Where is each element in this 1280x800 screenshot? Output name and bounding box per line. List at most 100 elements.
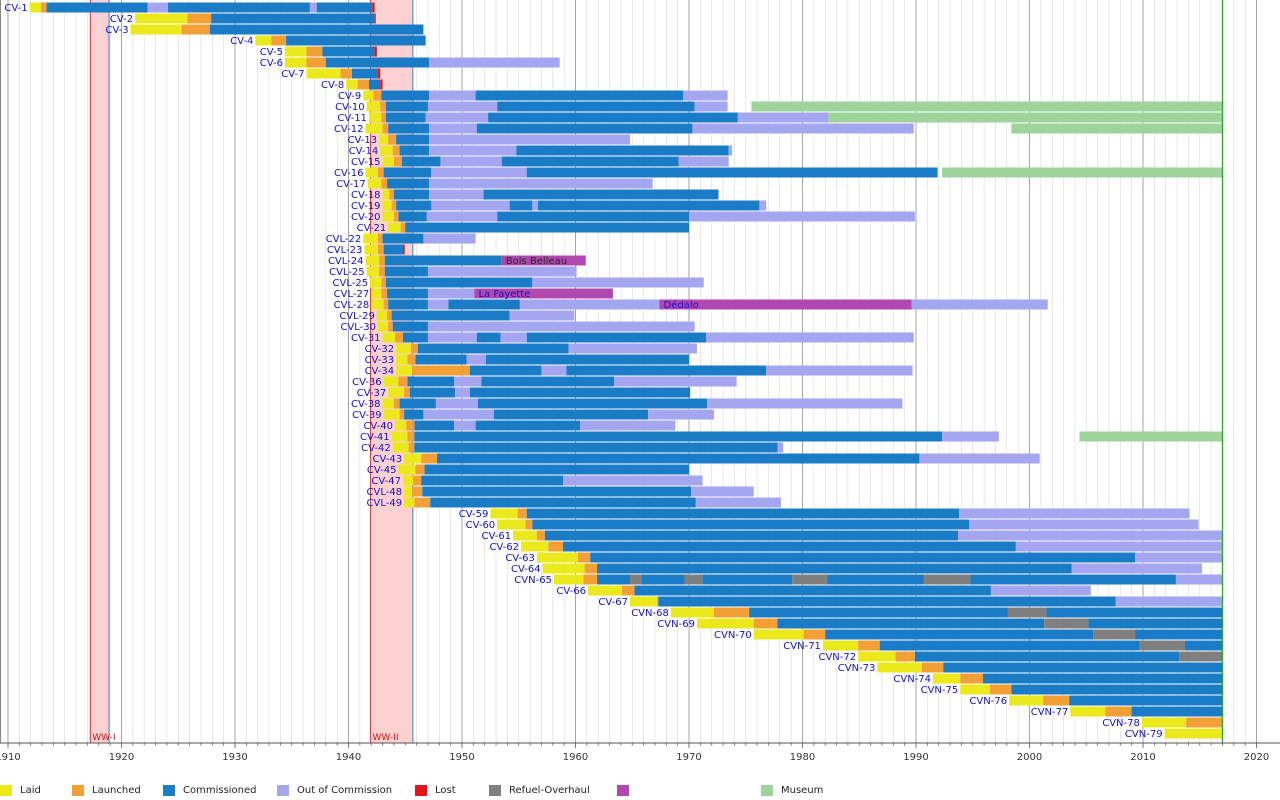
bar-launched-cvl-24-1 <box>379 255 385 266</box>
bar-commissioned-cv-33-2 <box>415 354 467 365</box>
bar-out-cv-31-3 <box>427 332 477 343</box>
bar-commissioned-cvn-77-2 <box>1131 706 1223 717</box>
bar-out-cv-37-3 <box>455 387 470 398</box>
bar-laid-cvn-71-0 <box>822 640 859 651</box>
bar-annotation-label: Bois Belleau <box>506 256 567 267</box>
bar-commissioned-cvl-28-4 <box>448 299 520 310</box>
bar-commissioned-cvn-75-2 <box>1011 684 1223 695</box>
ship-label-cv-63: CV-63 <box>505 553 535 564</box>
ship-label-cv-14: CV-14 <box>349 146 379 157</box>
bar-launched-cv-40-1 <box>406 420 415 431</box>
x-tick-label: 1980 <box>790 752 815 763</box>
bar-commissioned-cv-38-2 <box>399 398 436 409</box>
ship-label-cv-43: CV-43 <box>373 454 403 465</box>
bar-commissioned-cvn-65-2 <box>597 574 630 585</box>
bar-launched-cvn-74-1 <box>960 673 983 684</box>
bar-commissioned-cv-63-2 <box>590 552 1136 563</box>
bar-commissioned-cv-15-2 <box>401 156 441 167</box>
bar-laid-cvl-27-0 <box>371 288 382 299</box>
bar-commissioned-cv-33-4 <box>485 354 689 365</box>
bar-commissioned-cv-2-2 <box>211 13 375 24</box>
ship-label-cv-21: CV-21 <box>357 223 387 234</box>
bar-commissioned-cv-20-4 <box>497 211 689 222</box>
x-tick-label: 1990 <box>903 752 928 763</box>
bar-commissioned-cvn-65-6 <box>702 574 793 585</box>
bar-commissioned-cvn-71-2 <box>879 640 1140 651</box>
bar-commissioned-cvn-71-4 <box>1184 640 1223 651</box>
bar-commissioned-cv-47-2 <box>421 475 564 486</box>
x-tick-label: 1920 <box>109 752 134 763</box>
bar-lost-cv-1-7 <box>372 2 375 13</box>
bar-laid-cv-9-0 <box>363 90 374 101</box>
bar-launched-cv-39-1 <box>399 409 405 420</box>
ship-label-cv-15: CV-15 <box>351 157 381 168</box>
bar-launched-cvl-25-1 <box>381 277 386 288</box>
ship-label-cvl-29: CVL-29 <box>339 311 375 322</box>
bar-commissioned-cv-64-2 <box>597 563 1072 574</box>
bar-launched-cv-14-1 <box>392 145 400 156</box>
bar-refuel-cvn-65-7 <box>792 574 828 585</box>
bar-laid-cv-7-0 <box>306 68 341 79</box>
ship-label-cv-31: CV-31 <box>351 333 381 344</box>
bar-laid-cvn-76-0 <box>1009 695 1044 706</box>
bar-commissioned-cv-43-2 <box>437 453 920 464</box>
bar-launched-cv-17-1 <box>381 178 388 189</box>
bar-commissioned-cvl-22-2 <box>382 233 424 244</box>
bar-out-cv-9-3 <box>429 90 476 101</box>
bar-lost-cv-2-3 <box>374 13 376 24</box>
ship-label-cv-38: CV-38 <box>351 399 381 410</box>
bar-out-cv-63-3 <box>1135 552 1223 563</box>
bar-launched-cvn-73-1 <box>921 662 944 673</box>
bar-launched-cvl-29-1 <box>387 310 392 321</box>
bar-out-cv-1-3 <box>147 2 169 13</box>
legend-swatch-refuel-overhaul <box>489 784 501 796</box>
bar-commissioned-cvl-28-2 <box>388 299 428 310</box>
bar-commissioned-cv-31-2 <box>402 332 428 343</box>
bar-laid-cvn-65-0 <box>553 574 584 585</box>
bar-commissioned-cv-20-2 <box>398 211 427 222</box>
bar-laid-cv-6-0 <box>284 57 307 68</box>
bar-commissioned-cv-39-4 <box>493 409 649 420</box>
bar-launched-cv-43-1 <box>421 453 438 464</box>
bar-out-cvl-28-7 <box>911 299 1048 310</box>
ship-label-cv-2: CV-2 <box>110 14 133 25</box>
bar-laid-cv-32-0 <box>396 343 411 354</box>
bar-out-cv-19-7 <box>759 200 767 211</box>
bar-commissioned-cv-37-2 <box>409 387 456 398</box>
bar-commissioned-cv-45-2 <box>424 464 689 475</box>
bar-out-cv-39-5 <box>648 409 714 420</box>
legend-label-commissioned: Commissioned <box>183 785 257 796</box>
bar-museum-cv-12-6 <box>1011 123 1223 134</box>
bar-commissioned-cv-42-2 <box>414 442 778 453</box>
bar-launched-cv-6-1 <box>306 57 326 68</box>
bar-other-cvl-24-3 <box>501 255 586 266</box>
bar-launched-cv-19-1 <box>391 200 397 211</box>
bar-launched-cv-1-1 <box>40 2 47 13</box>
bar-commissioned-cv-19-4 <box>509 200 533 211</box>
ship-label-cv-67: CV-67 <box>598 597 628 608</box>
bar-out-cv-10-3 <box>427 101 498 112</box>
bar-laid-cv-45-0 <box>398 464 416 475</box>
bar-out-cv-59-3 <box>959 508 1190 519</box>
x-tick-label: 1930 <box>222 752 247 763</box>
legend-label-out-of-commission: Out of Commission <box>297 785 393 796</box>
bar-launched-cv-13-1 <box>388 134 397 145</box>
ship-label-cv-59: CV-59 <box>459 509 489 520</box>
ship-label-cvn-76: CVN-76 <box>969 696 1007 707</box>
ship-label-cv-61: CV-61 <box>481 531 511 542</box>
bar-launched-cv-2-1 <box>187 13 212 24</box>
bar-laid-cv-33-0 <box>396 354 408 365</box>
bar-laid-cvl-23-0 <box>364 244 379 255</box>
bar-commissioned-cv-39-2 <box>404 409 424 420</box>
bar-out-cv-40-5 <box>580 420 676 431</box>
x-tick-label: 2010 <box>1130 752 1155 763</box>
ship-label-cvl-49: CVL-49 <box>367 498 403 509</box>
bar-out-cv-9-5 <box>683 90 728 101</box>
bar-commissioned-cvn-72-2 <box>914 651 1180 662</box>
ship-label-cvl-24: CVL-24 <box>328 256 364 267</box>
bar-commissioned-cvn-69-4 <box>1088 618 1223 629</box>
bar-launched-cvn-78-1 <box>1186 717 1223 728</box>
bar-out-cv-11-5 <box>737 112 829 123</box>
bar-refuel-cvn-70-3 <box>1093 629 1136 640</box>
bar-commissioned-cv-17-2 <box>387 178 430 189</box>
